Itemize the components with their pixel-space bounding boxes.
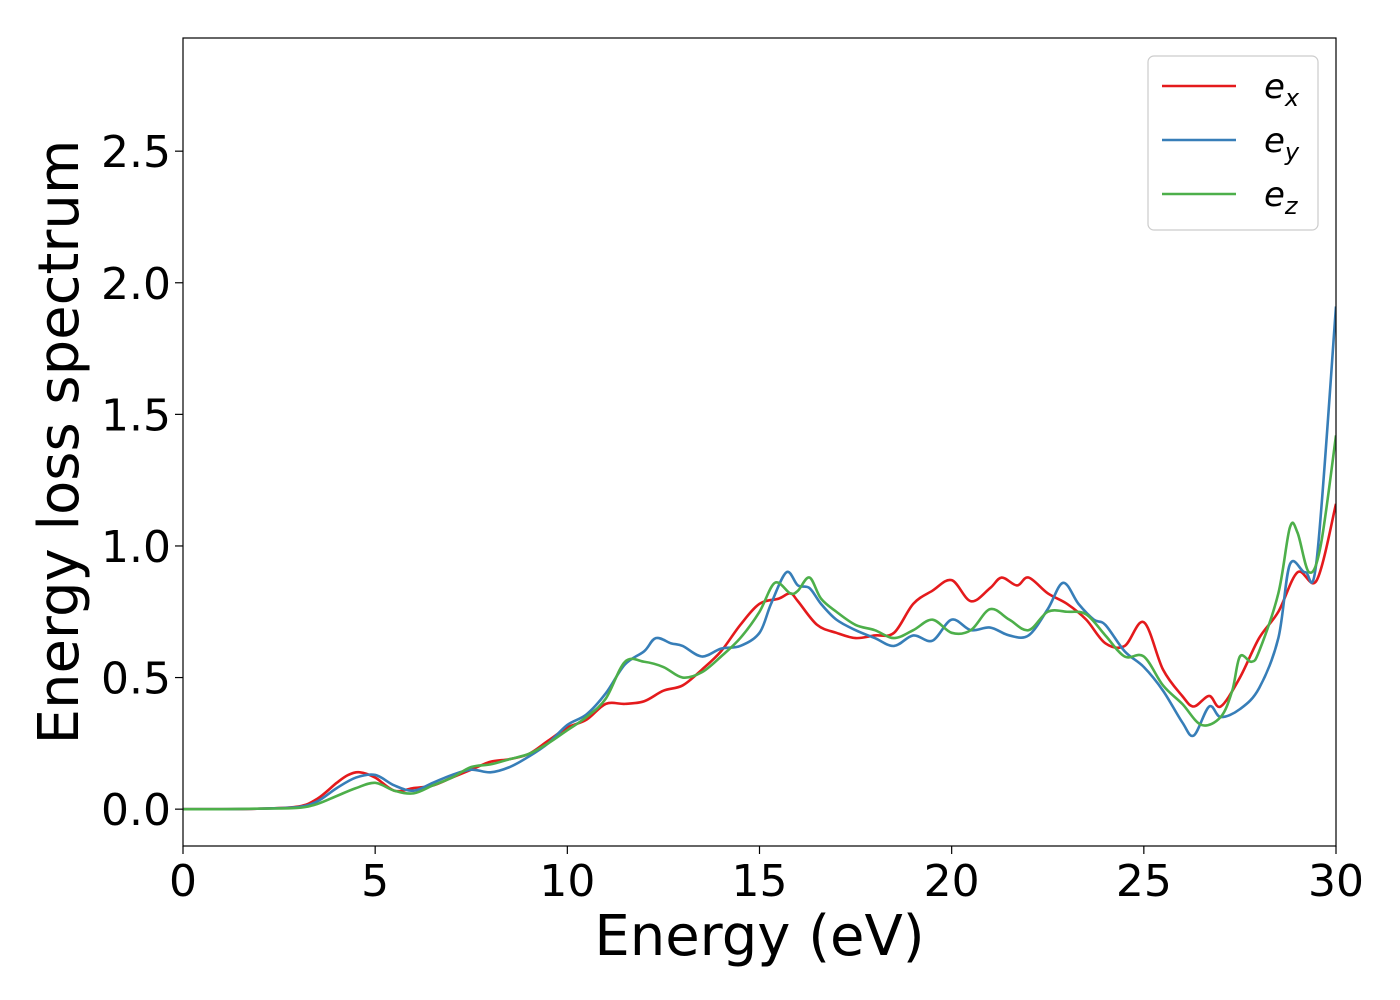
y-axis-label: Energy loss spectrum	[27, 140, 92, 745]
legend-box	[1147, 55, 1319, 231]
legend-label-subscript: x	[1284, 84, 1300, 112]
y-axis: 0.0 0.5 1.0 1.5 2.0 2.5	[101, 127, 183, 836]
legend-label-base: e	[1264, 175, 1285, 215]
legend-label-e-x: ex	[1264, 67, 1300, 112]
y-tick-label: 1.5	[101, 390, 171, 441]
legend-label-e-y: ey	[1264, 121, 1300, 166]
x-axis-label: Energy (eV)	[594, 904, 924, 969]
legend-label-subscript: y	[1284, 138, 1300, 166]
series-line-e-y	[183, 306, 1336, 811]
series-layer	[183, 306, 1336, 811]
series-line-e-z	[183, 435, 1336, 811]
x-tick-label: 5	[361, 856, 389, 907]
x-tick-label: 20	[924, 856, 980, 907]
y-tick-label: 2.5	[101, 127, 171, 178]
series-line-e-x	[183, 503, 1336, 811]
legend-label-base: e	[1264, 121, 1285, 161]
y-tick-label: 0.0	[101, 785, 171, 836]
legend-label-e-z: ez	[1264, 175, 1299, 220]
legend-label-subscript: z	[1284, 192, 1299, 220]
x-tick-label: 0	[169, 856, 197, 907]
legend-label-base: e	[1264, 67, 1285, 107]
y-tick-label: 2.0	[101, 259, 171, 310]
y-tick-label: 1.0	[101, 522, 171, 573]
x-tick-label: 25	[1116, 856, 1172, 907]
x-axis: 0 5 10 15 20 25 30	[169, 846, 1364, 907]
y-tick-label: 0.5	[101, 654, 171, 705]
x-tick-label: 15	[732, 856, 788, 907]
x-tick-label: 30	[1308, 856, 1364, 907]
x-tick-label: 10	[539, 856, 595, 907]
